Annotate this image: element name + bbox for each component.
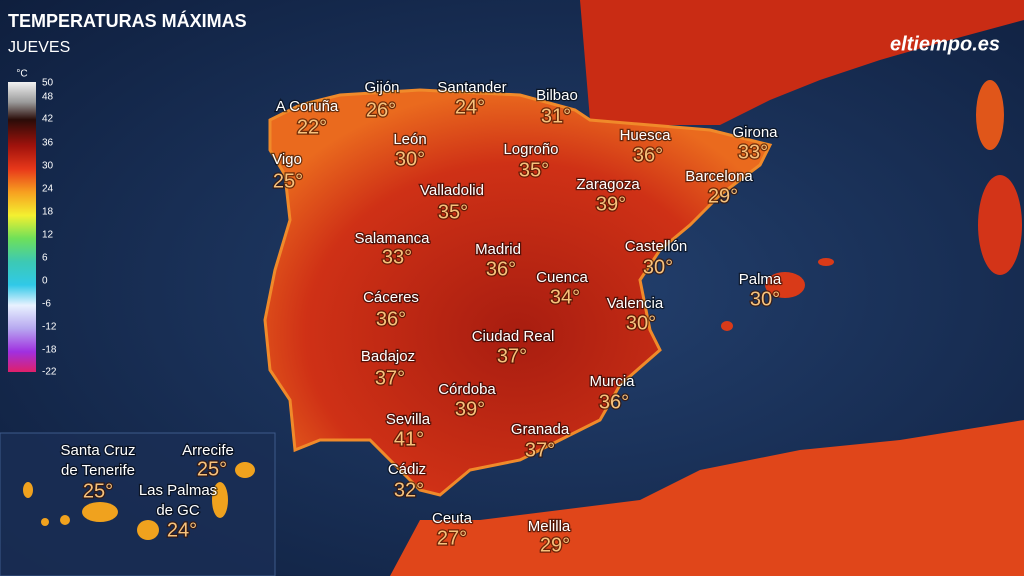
city-name: Granada [511,421,570,438]
city-temp: 35° [519,159,549,181]
legend-tick: -18 [42,345,57,356]
legend-tick: 6 [42,253,48,264]
city-temp: 30° [643,256,673,278]
city-name: Castellón [625,238,688,255]
brand: eltiempo.es [890,33,1000,55]
city-temp: 36° [633,144,663,166]
color-scale [8,82,36,372]
city-name: León [393,131,426,148]
legend-tick: 24 [42,184,54,195]
title: TEMPERATURAS MÁXIMAS [8,10,247,31]
city-name: Ceuta [432,510,473,527]
city-name: de Tenerife [61,462,135,479]
city-name: Arrecife [182,442,234,459]
city-temp: 35° [438,201,468,223]
city-temp: 37° [497,345,527,367]
city-name: Madrid [475,241,521,258]
city-name: Badajoz [361,348,415,365]
canarias-islands [23,462,255,540]
legend-tick: -6 [42,299,51,310]
legend-tick: 30 [42,161,54,172]
city-name: Cuenca [536,269,588,286]
city-temp: 39° [455,398,485,420]
city-name: Girona [732,124,778,141]
legend-tick: 12 [42,230,54,241]
city-temp: 27° [437,527,467,549]
city-name: de GC [156,502,200,519]
city-name: A Coruña [276,98,339,115]
city-name: Bilbao [536,87,578,104]
legend-tick: 50 [42,78,54,89]
ibiza [721,321,733,331]
city-temp: 33° [382,246,412,268]
city-temp: 36° [599,391,629,413]
city-name: Cáceres [363,289,419,306]
city-temp: 26° [366,99,396,121]
subtitle: JUEVES [8,39,70,56]
city-temp: 39° [596,193,626,215]
city-name: Gijón [364,79,399,96]
city-name: Cádiz [388,461,426,478]
city-name: Vigo [272,151,302,168]
legend-tick: -22 [42,367,57,378]
canarias-inset [0,432,276,576]
city-name: Las Palmas [139,482,217,499]
france [580,0,1024,125]
city-name: Palma [739,271,782,288]
city-temp: 22° [297,116,327,138]
city-temp: 29° [708,185,738,207]
legend-tick: 36 [42,138,54,149]
city-name: Ciudad Real [472,328,555,345]
city-name: Valladolid [420,182,484,199]
city-temp: 25° [197,458,227,480]
corsica [976,80,1004,150]
city-temp: 29° [540,534,570,556]
city-temp: 32° [394,479,424,501]
city-temp: 30° [395,148,425,170]
legend-tick: 18 [42,207,54,218]
legend-tick: -12 [42,322,57,333]
city-temp: 25° [273,170,303,192]
city-temp: 37° [525,439,555,461]
city-name: Murcia [589,373,635,390]
legend-tick: 48 [42,92,54,103]
city-temp: 31° [541,105,571,127]
city-temp: 30° [750,288,780,310]
legend-tick: 0 [42,276,48,287]
labels: 50 48 42 36 30 24 18 12 6 0 -6 -12 -18 -22 A Coruña22°… [42,78,783,558]
sardinia [978,175,1022,275]
city-temp: 41° [394,428,424,450]
city-name: Logroño [503,141,558,158]
city-name: Santa Cruz [60,442,135,459]
city-temp: 25° [83,480,113,502]
mallorca [765,272,805,298]
city-name: Santander [437,79,506,96]
city-temp: 33° [738,141,768,163]
legend-tick: 42 [42,114,54,125]
city-temp: 34° [550,286,580,308]
city-temp: 37° [375,367,405,389]
city-name: Córdoba [438,381,496,398]
city-name: Melilla [528,518,571,535]
city-temp: 36° [486,258,516,280]
iberia [263,88,773,497]
city-name: Zaragoza [576,176,640,193]
city-name: Barcelona [685,168,753,185]
city-name: Sevilla [386,411,431,428]
city-name: Salamanca [354,230,430,247]
city-temp: 24° [455,96,485,118]
city-temp: 24° [167,519,197,541]
city-temp: 36° [376,308,406,330]
legend-unit: °C [16,69,27,80]
city-name: Valencia [607,295,664,312]
city-name: Huesca [620,127,672,144]
africa [390,420,1024,576]
menorca [818,258,834,266]
city-temp: 30° [626,312,656,334]
